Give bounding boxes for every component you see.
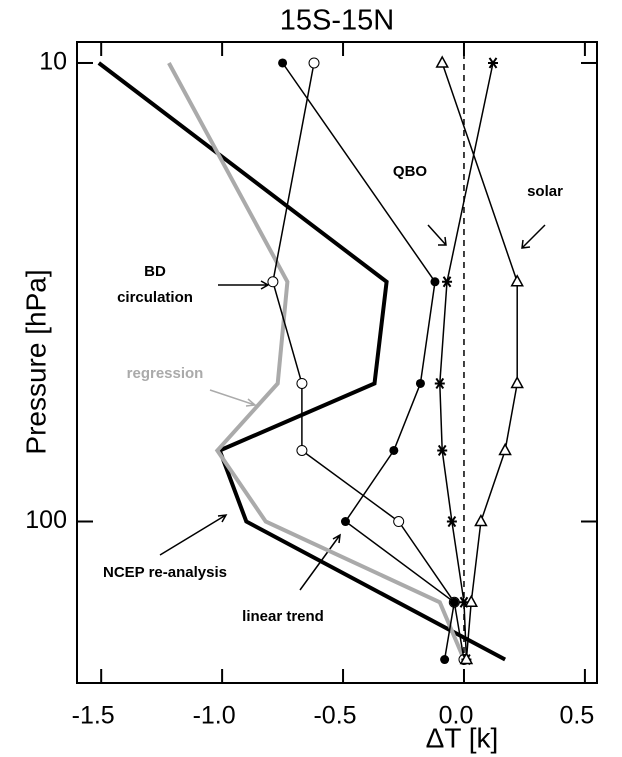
marker bbox=[296, 377, 308, 389]
annotation: linear trend bbox=[242, 608, 324, 625]
series-line bbox=[439, 62, 494, 660]
marker bbox=[440, 655, 450, 665]
marker bbox=[459, 651, 474, 665]
annotation: QBO bbox=[393, 163, 428, 180]
marker bbox=[278, 58, 288, 68]
annotation: NCEP re-analysis bbox=[103, 564, 227, 581]
marker bbox=[510, 274, 524, 287]
annotation: regression bbox=[127, 365, 204, 382]
chart-title: 15S-15N bbox=[280, 5, 394, 37]
x-tick-label: 0.5 bbox=[560, 702, 595, 730]
arrow bbox=[427, 224, 447, 246]
marker bbox=[393, 516, 405, 528]
x-tick-label: -1.0 bbox=[193, 702, 236, 730]
x-tick-label: -0.5 bbox=[313, 702, 356, 730]
arrow bbox=[218, 280, 270, 290]
series-line bbox=[441, 62, 518, 660]
x-tick-label: -1.5 bbox=[72, 702, 115, 730]
marker bbox=[464, 594, 479, 608]
marker bbox=[437, 444, 448, 457]
marker bbox=[434, 377, 445, 390]
marker bbox=[498, 442, 512, 456]
annotation-arrows bbox=[159, 224, 546, 591]
annotation: BD bbox=[144, 263, 166, 280]
marker bbox=[474, 513, 488, 527]
arrow bbox=[521, 224, 546, 249]
y-tick-label: 100 bbox=[25, 506, 67, 534]
marker bbox=[449, 597, 459, 607]
marker bbox=[267, 276, 279, 288]
arrow bbox=[209, 389, 257, 407]
marker bbox=[389, 445, 399, 455]
marker bbox=[340, 517, 350, 527]
x-axis-label: ΔT [k] bbox=[426, 722, 499, 753]
x-tick-label: 0.0 bbox=[439, 702, 474, 730]
marker bbox=[435, 55, 449, 68]
arrow bbox=[159, 514, 228, 556]
annotation: circulation bbox=[117, 289, 193, 306]
annotation: solar bbox=[527, 183, 563, 200]
marker bbox=[308, 57, 320, 69]
marker bbox=[430, 277, 440, 287]
marker bbox=[510, 375, 524, 389]
y-tick-label: 10 bbox=[39, 48, 67, 76]
marker bbox=[446, 515, 457, 528]
marker bbox=[296, 444, 308, 456]
marker bbox=[442, 276, 453, 288]
y-axis-label: Pressure [hPa] bbox=[20, 269, 51, 454]
marker bbox=[415, 378, 425, 388]
plot-frame bbox=[76, 41, 598, 684]
series-line bbox=[167, 62, 466, 661]
series-line bbox=[97, 61, 507, 662]
marker bbox=[488, 57, 498, 69]
